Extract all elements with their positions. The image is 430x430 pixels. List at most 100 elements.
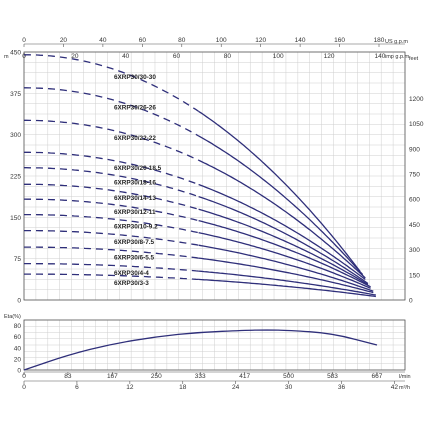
- x-tick-label-lmin: 83: [64, 373, 72, 380]
- top-unit-imp-gpm: imp g.p.m: [385, 54, 410, 60]
- top-tick-label-us-gpm: 180: [374, 37, 385, 44]
- x-tick-label-lmin: 417: [239, 373, 250, 380]
- eta-y-tick-label: 80: [14, 323, 22, 330]
- eta-axis-label: Eta(%): [4, 314, 21, 320]
- x-tick-label-m3h: 36: [338, 384, 346, 391]
- top-tick-label-imp-gpm: 80: [224, 53, 232, 60]
- curve-label: 6XRP30/4-4: [114, 270, 149, 277]
- eta-plot-frame: [23, 319, 406, 371]
- x-tick-label-lmin: 583: [327, 373, 338, 380]
- top-tick-label-us-gpm: 100: [216, 37, 227, 44]
- top-tick-label-us-gpm: 40: [99, 37, 107, 44]
- pump-curve-5: [198, 208, 369, 286]
- pump-curve-dashed-6: [23, 198, 199, 222]
- y-tick-label-feet: 750: [409, 171, 420, 178]
- top-tick-label-imp-gpm: 0: [22, 53, 26, 60]
- y-tick-label-feet: 450: [409, 222, 420, 229]
- pump-curve-dashed-4: [24, 167, 199, 198]
- curve-label: 6XRP30/26-26: [114, 105, 156, 112]
- eta-y-tick-label: 40: [14, 345, 22, 352]
- y-tick-label-feet: 150: [409, 272, 420, 279]
- head-curves-panel: 0 20 40 60 80 100 120 140 160 180 US g.p.m 0 20 40 60 8…: [4, 37, 424, 305]
- pump-curve-dashed-8: [24, 229, 199, 246]
- y-tick-label-feet: 1200: [409, 96, 424, 103]
- x-tick-label-m3h: 6: [75, 384, 79, 391]
- top-tick-label-us-gpm: 60: [139, 37, 147, 44]
- y-tick-label-m: 375: [10, 91, 21, 98]
- top-tick-label-imp-gpm: 140: [374, 53, 385, 60]
- pump-curve-11: [198, 278, 376, 298]
- pump-curve-4: [198, 195, 369, 285]
- pump-curve-3: [198, 183, 366, 281]
- y-tick-label-feet: 1050: [409, 121, 424, 128]
- eta-y-tick-label: 60: [14, 334, 22, 341]
- pump-curve-dashed-3: [24, 151, 199, 186]
- pump-curve-8: [198, 244, 374, 292]
- pump-curve-dashed-7: [24, 213, 199, 234]
- top-tick-label-us-gpm: 160: [334, 37, 345, 44]
- y-tick-label-m: 450: [10, 50, 21, 57]
- top-tick-label-us-gpm: 120: [255, 37, 266, 44]
- pump-curve-dashed-5: [24, 183, 199, 210]
- eta-y-tick-label: 20: [14, 356, 22, 363]
- x-unit-m3h: m³/h: [399, 385, 410, 391]
- pump-curve-dashed-2: [24, 119, 199, 161]
- curve-label: 6XRP30/20-18.5: [114, 165, 162, 172]
- y-unit-feet: feet: [409, 56, 419, 62]
- x-tick-label-lmin: 500: [283, 373, 294, 380]
- curve-label: 6XRP30/8-7.5: [114, 239, 155, 246]
- pump-curve-10: [198, 270, 376, 296]
- x-unit-lmin: l/min: [399, 374, 411, 380]
- x-tick-label-m3h: 0: [22, 384, 26, 391]
- y-tick-label-feet: 300: [409, 247, 420, 254]
- pump-curve-7: [198, 232, 371, 289]
- y-tick-label-m: 75: [14, 256, 22, 263]
- x-tick-label-lmin: 250: [151, 373, 162, 380]
- y-tick-label-feet: 600: [409, 197, 420, 204]
- pump-curve-dashed-10: [24, 262, 199, 272]
- pump-curve-0: [198, 110, 361, 272]
- top-tick-label-us-gpm: 80: [178, 37, 186, 44]
- pump-curve-dashed-11: [24, 273, 199, 281]
- y-tick-label-feet: 900: [409, 146, 420, 153]
- x-tick-label-lmin: 333: [195, 373, 206, 380]
- y-tick-label-m: 0: [17, 298, 21, 305]
- top-tick-label-imp-gpm: 120: [324, 53, 335, 60]
- x-tick-label-m3h: 18: [179, 384, 187, 391]
- head-plot-frame: [23, 51, 406, 301]
- x-tick-label-m3h: 12: [126, 384, 134, 391]
- eta-y-tick-label: 0: [17, 368, 21, 375]
- top-tick-label-imp-gpm: 20: [71, 53, 79, 60]
- pump-curve-1: [198, 135, 364, 276]
- top-tick-label-us-gpm: 140: [295, 37, 306, 44]
- curve-label: 6XRP30/10-9.2: [114, 224, 158, 231]
- top-tick-label-imp-gpm: 60: [173, 53, 181, 60]
- x-tick-label-lmin: 0: [22, 373, 26, 380]
- x-tick-label-lmin: 167: [107, 373, 118, 380]
- x-tick-label-m3h: 42: [391, 384, 399, 391]
- y-tick-label-feet: 0: [409, 298, 413, 305]
- pump-curve-6: [198, 219, 371, 288]
- pump-curve-2: [198, 159, 366, 279]
- efficiency-curve: [23, 329, 378, 371]
- y-unit-m: m: [4, 54, 9, 60]
- y-tick-label-m: 225: [10, 174, 21, 181]
- pump-curve-dashed-9: [24, 246, 199, 259]
- pump-curve-9: [198, 257, 374, 294]
- top-tick-label-imp-gpm: 40: [122, 53, 130, 60]
- x-tick-label-m3h: 24: [232, 384, 240, 391]
- top-unit-us-gpm: US g.p.m: [385, 39, 408, 45]
- pump-curve-dashed-0: [24, 54, 199, 112]
- x-tick-label-lmin: 667: [372, 373, 383, 380]
- top-tick-label-imp-gpm: 100: [273, 53, 284, 60]
- curve-label: 6XRP30/6-5.5: [114, 254, 155, 261]
- top-tick-label-us-gpm: 20: [60, 37, 68, 44]
- x-tick-label-m3h: 30: [285, 384, 293, 391]
- top-tick-label-us-gpm: 0: [22, 37, 26, 44]
- curve-label: 6XRP30/3-3: [114, 280, 149, 287]
- y-tick-label-m: 150: [10, 215, 21, 222]
- pump-curve-dashed-1: [24, 87, 199, 137]
- curve-label: 6XRP30/18-16: [114, 180, 156, 187]
